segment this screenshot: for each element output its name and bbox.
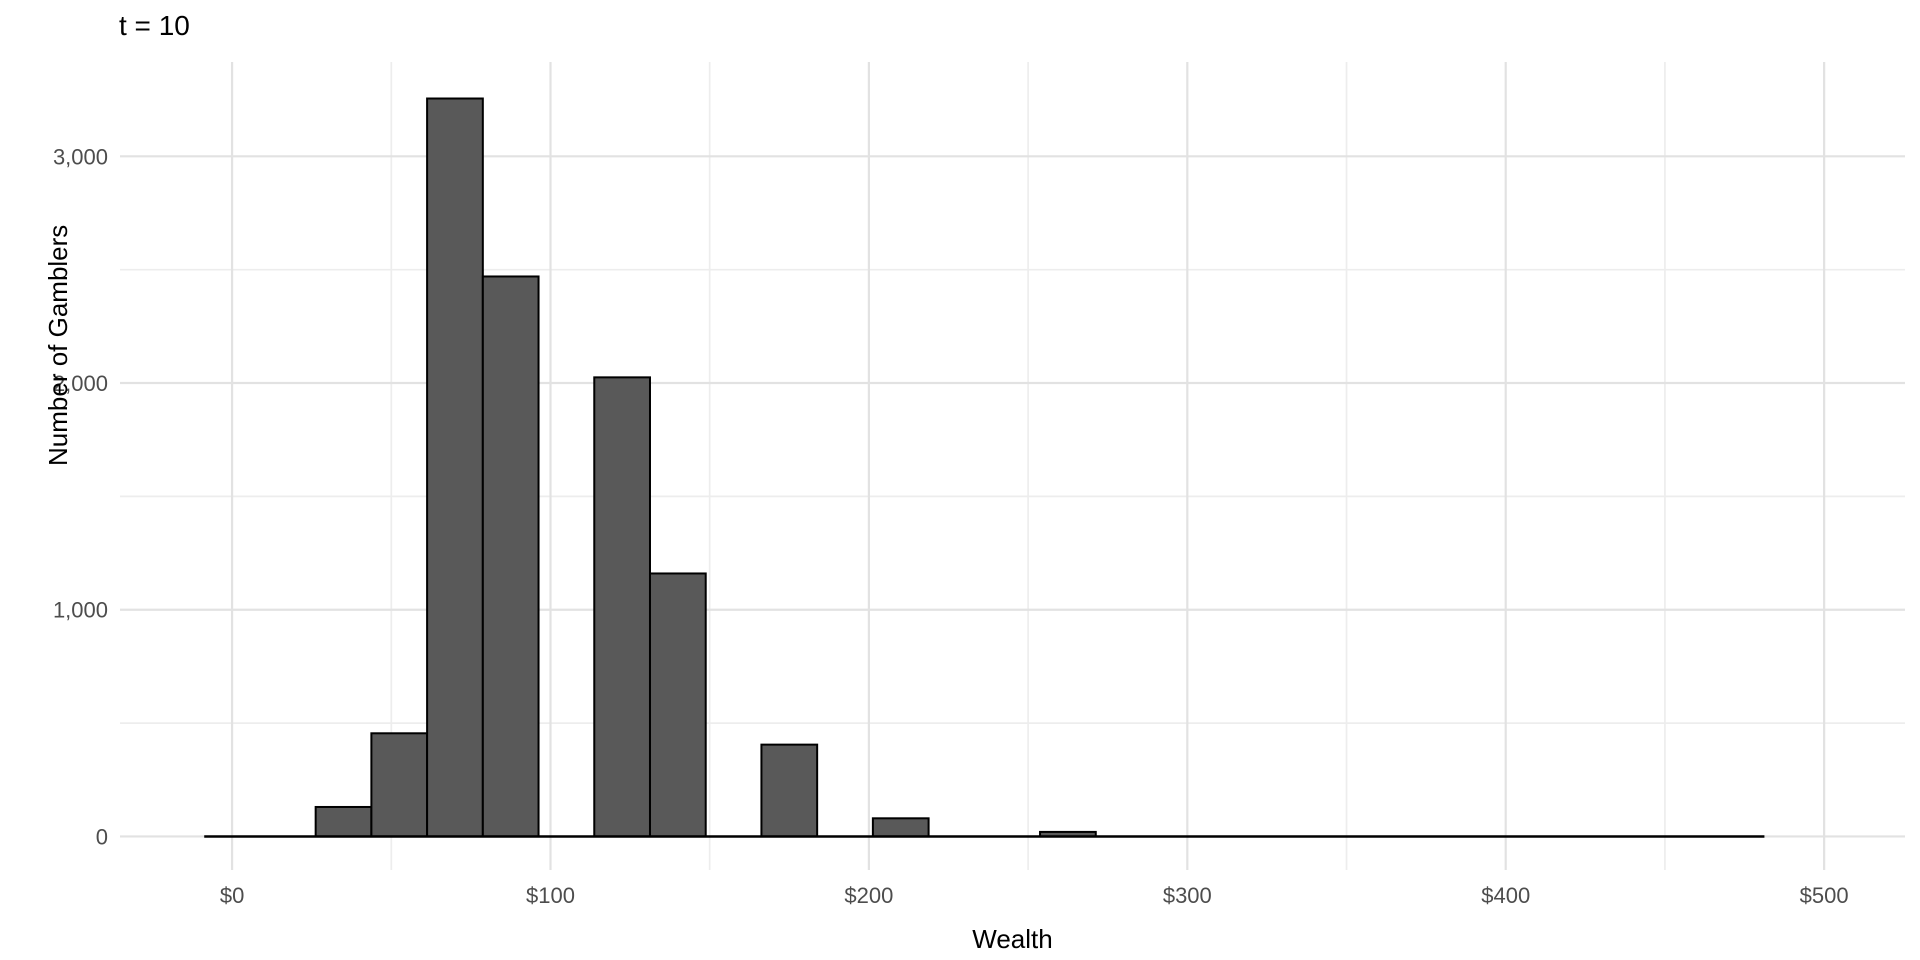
x-axis-title: Wealth — [972, 924, 1053, 954]
histogram-bar — [370, 732, 429, 838]
histogram-bar — [760, 743, 819, 838]
x-tick-label: $0 — [220, 883, 244, 908]
x-tick-label: $400 — [1481, 883, 1530, 908]
x-tick-label: $300 — [1163, 883, 1212, 908]
x-tick-label: $500 — [1800, 883, 1849, 908]
histogram-bar — [648, 572, 707, 838]
y-tick-label: 0 — [96, 824, 108, 849]
x-tick-label: $100 — [526, 883, 575, 908]
plot-title: t = 10 — [119, 10, 190, 41]
histogram-bar — [481, 275, 540, 838]
y-axis-title: Number of Gamblers — [43, 224, 73, 466]
histogram-bar — [593, 376, 651, 838]
histogram-bar — [871, 817, 930, 838]
histogram-bar — [314, 805, 373, 838]
histogram-bar — [426, 97, 484, 838]
y-tick-label: 2,000 — [53, 371, 108, 396]
y-tick-label: 3,000 — [53, 144, 108, 169]
y-tick-label: 1,000 — [53, 598, 108, 623]
x-tick-label: $200 — [844, 883, 893, 908]
